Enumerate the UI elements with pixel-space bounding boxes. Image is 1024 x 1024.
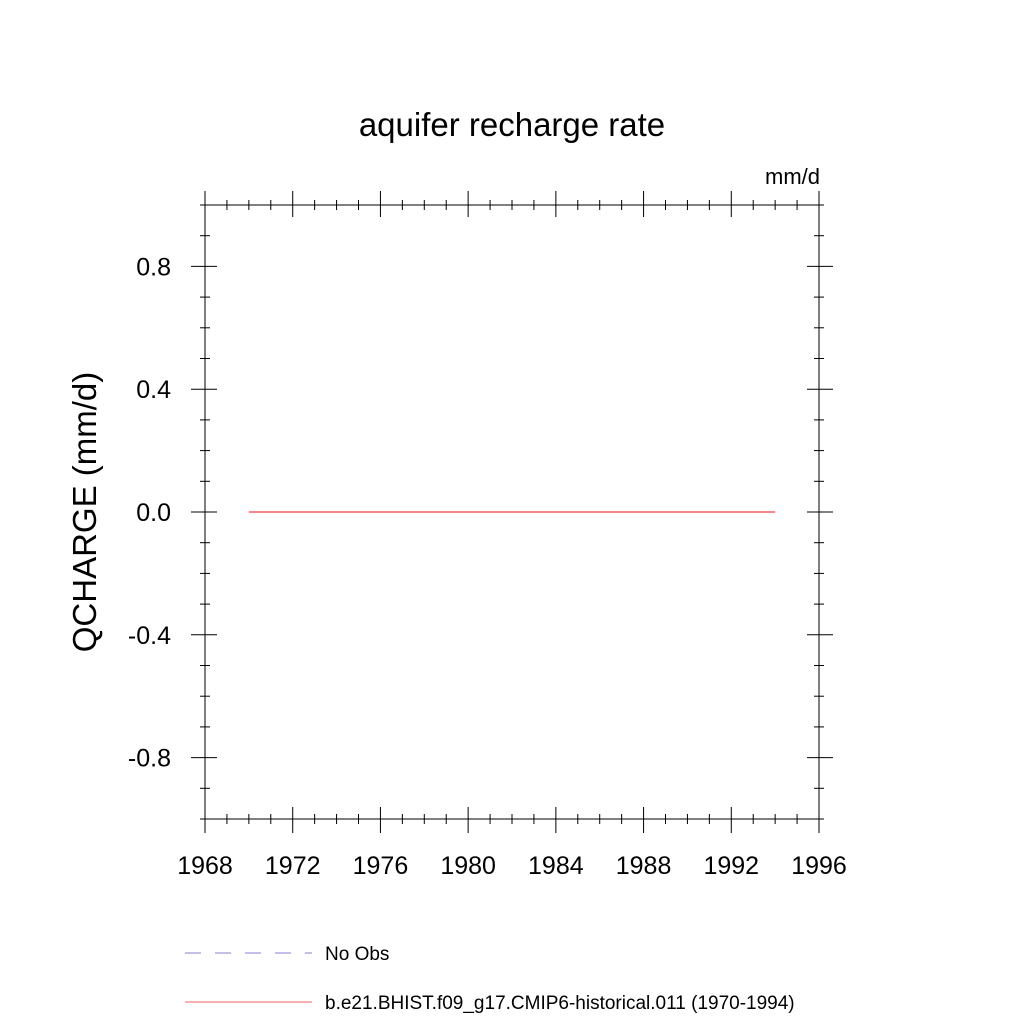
units-label: mm/d: [765, 164, 820, 189]
y-axis-label: QCHARGE (mm/d): [66, 372, 103, 653]
chart-title: aquifer recharge rate: [359, 106, 665, 143]
x-tick-label: 1968: [177, 852, 233, 880]
x-tick-label: 1996: [791, 852, 847, 880]
x-tick-label: 1984: [528, 852, 584, 880]
y-tick-label: -0.4: [128, 622, 171, 650]
y-tick-label: 0.4: [136, 376, 171, 404]
x-tick-label: 1980: [440, 852, 496, 880]
y-tick-label: 0.8: [136, 253, 171, 281]
x-tick-label: 1972: [265, 852, 321, 880]
x-tick-label: 1988: [616, 852, 672, 880]
y-tick-label: 0.0: [136, 499, 171, 527]
legend: No Obs b.e21.BHIST.f09_g17.CMIP6-historic…: [185, 944, 795, 1014]
x-tick-label: 1992: [703, 852, 759, 880]
y-tick-label: -0.8: [128, 745, 171, 773]
x-tick-label: 1976: [353, 852, 409, 880]
axes: 1968 1972 1976 1980 1984 1988 1992 1996 0.8 0.4 0.…: [128, 191, 847, 880]
legend-label-0: No Obs: [325, 944, 389, 965]
legend-label-1: b.e21.BHIST.f09_g17.CMIP6-historical.011…: [325, 993, 795, 1014]
